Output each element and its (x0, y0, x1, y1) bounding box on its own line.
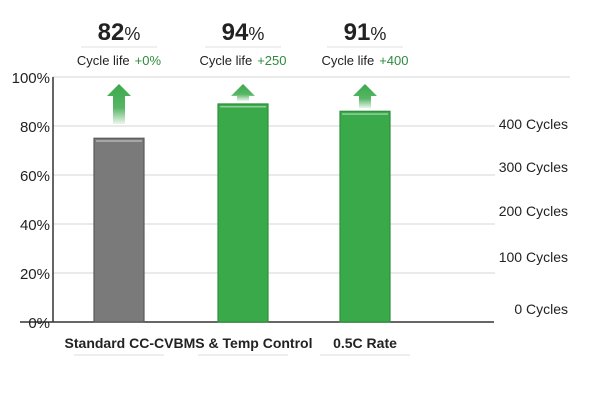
category-label: Standard CC-CV (65, 335, 175, 351)
cycle-life-label: Cycle life (77, 53, 130, 68)
cycle-life-label: Cycle life (321, 53, 374, 68)
bar (339, 110, 391, 323)
headline-unit: % (124, 24, 140, 44)
up-arrow-icon (231, 84, 255, 101)
right-axis-label: 0 Cycles (514, 301, 568, 317)
up-arrow-icon (107, 84, 131, 124)
category-label: 0.5C Rate (333, 335, 397, 351)
cycle-life-delta: +250 (257, 53, 286, 68)
headline-number: 94 (222, 19, 249, 46)
headline-number: 82 (98, 19, 125, 46)
up-arrow-icon (353, 84, 377, 109)
y-tick-label: 100% (12, 70, 50, 87)
headline-value: 94% (222, 19, 265, 46)
right-axis-label: 200 Cycles (499, 203, 568, 219)
bar-highlight (342, 113, 388, 115)
headline-unit: % (370, 24, 386, 44)
category-label: BMS & Temp Control (174, 335, 313, 351)
cycle-life-label: Cycle life (199, 53, 252, 68)
y-tick-label: 40% (20, 217, 50, 234)
headline-number: 91 (344, 19, 371, 46)
bar-highlight (96, 140, 142, 142)
right-axis-label: 400 Cycles (499, 116, 568, 132)
bar (217, 103, 269, 323)
right-axis-label: 100 Cycles (499, 249, 568, 265)
cycle-life-delta: +0% (135, 53, 162, 68)
headline-value: 82% (98, 19, 141, 46)
y-tick-label: 0% (28, 315, 50, 332)
cycle-life-caption: Cycle life +0% (77, 53, 162, 68)
headline-unit: % (248, 24, 264, 44)
y-tick-label: 80% (20, 119, 50, 136)
right-axis-label: 300 Cycles (499, 159, 568, 175)
cycle-life-delta: +400 (379, 53, 408, 68)
headline-value: 91% (344, 19, 387, 46)
y-tick-label: 20% (20, 266, 50, 283)
bar-highlight (220, 105, 266, 108)
y-tick-label: 60% (20, 168, 50, 185)
cycle-life-caption: Cycle life +400 (321, 53, 408, 68)
bar (93, 137, 145, 323)
cycle-life-caption: Cycle life +250 (199, 53, 286, 68)
